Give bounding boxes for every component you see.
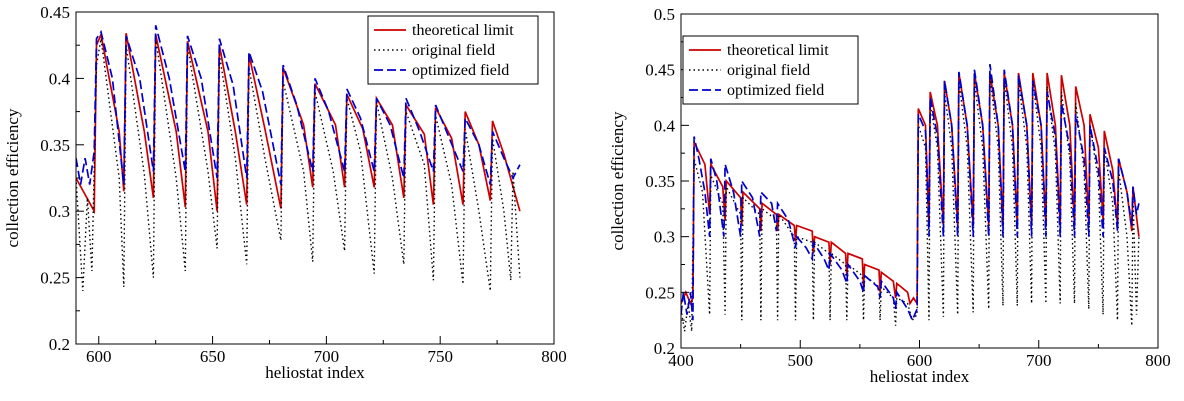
y-axis-title: collection efficiency xyxy=(3,108,22,247)
x-tick-label: 800 xyxy=(1145,351,1171,370)
left-chart: 600 650 700 750 800 0.2 0.25 0.3 0.35 0.4 0.45 heli… xyxy=(3,3,567,382)
legend-label-original-field: original field xyxy=(727,62,810,79)
series-line-optimized-field xyxy=(681,63,1140,323)
y-tick-label: 0.25 xyxy=(40,269,70,288)
y-tick-label: 0.3 xyxy=(654,228,675,247)
y-tick-label: 0.35 xyxy=(40,136,70,155)
y-tick-label: 0.5 xyxy=(654,5,675,24)
legend-label-optimized-field: optimized field xyxy=(727,82,824,99)
x-tick-label: 600 xyxy=(907,351,933,370)
x-tick-label: 800 xyxy=(541,347,567,366)
legend-label-original-field: original field xyxy=(412,42,495,59)
y-tick-label: 0.4 xyxy=(654,116,676,135)
legend: theoretical limit original field optimized… xyxy=(682,35,859,105)
series-line-theoretical-limit xyxy=(681,72,1140,307)
series-line-original-field xyxy=(681,75,1140,332)
y-tick-label: 0.25 xyxy=(645,283,675,302)
legend-box xyxy=(367,15,539,85)
x-tick-label: 400 xyxy=(668,351,694,370)
x-tick-label: 750 xyxy=(427,347,453,366)
x-tick-label: 700 xyxy=(314,347,340,366)
y-tick-label: 0.4 xyxy=(49,69,71,88)
y-tick-label: 0.45 xyxy=(645,61,675,80)
x-tick-label: 700 xyxy=(1026,351,1052,370)
x-tick-label: 600 xyxy=(86,347,112,366)
x-axis-title: heliostat index xyxy=(870,367,970,386)
legend-label-optimized-field: optimized field xyxy=(412,62,509,79)
y-tick-label: 0.2 xyxy=(49,335,70,354)
legend-label-theoretical-limit: theoretical limit xyxy=(412,22,514,39)
x-tick-label: 650 xyxy=(200,347,226,366)
series-line-original-field xyxy=(76,38,521,291)
right-chart: 400 500 600 700 800 0.2 0.25 0.3 0.35 0.4 0.45 0.5 h… xyxy=(608,5,1171,386)
legend: theoretical limit original field optimized… xyxy=(367,15,539,85)
y-tick-label: 0.45 xyxy=(40,3,70,22)
x-axis-title: heliostat index xyxy=(265,363,365,382)
y-axis-title: collection efficiency xyxy=(608,111,627,250)
y-tick-label: 0.3 xyxy=(49,202,70,221)
series-line-optimized-field xyxy=(76,25,521,185)
y-tick-label: 0.2 xyxy=(654,339,675,358)
series-line-theoretical-limit xyxy=(76,31,521,215)
x-tick-label: 500 xyxy=(788,351,814,370)
legend-label-theoretical-limit: theoretical limit xyxy=(727,42,829,59)
y-tick-label: 0.35 xyxy=(645,172,675,191)
